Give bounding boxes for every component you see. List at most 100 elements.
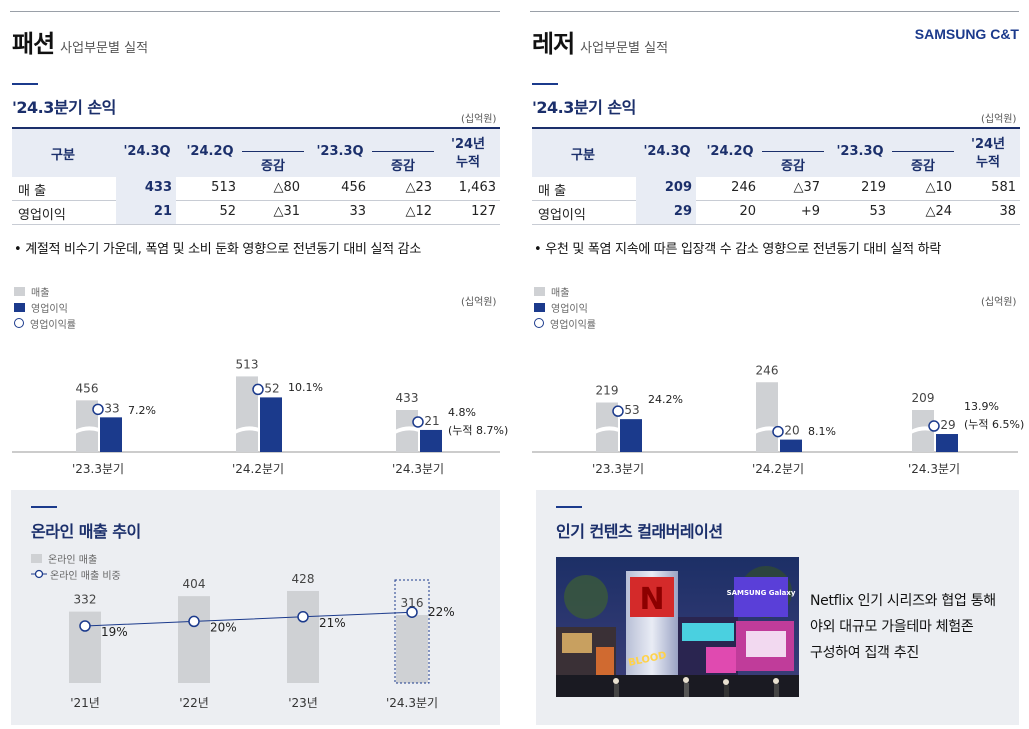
cell-q3-24: 29 xyxy=(673,204,692,219)
cell-q3-23: 33 xyxy=(349,204,366,219)
header-change2: 증감 xyxy=(911,159,935,174)
margin-marker xyxy=(412,416,424,428)
header-q3-23: '23.3Q xyxy=(836,144,884,159)
op-bar xyxy=(420,429,442,452)
header-category: 구분 xyxy=(51,148,75,163)
cell-q3-23: 219 xyxy=(861,180,886,195)
cell-ytd: 38 xyxy=(999,204,1016,219)
header-q3-23: '23.3Q xyxy=(316,144,364,159)
legend-label: 영업이익 xyxy=(31,303,68,315)
leisure-section1-title: '24.3분기 손익 xyxy=(532,98,636,117)
margin-label: 4.8% xyxy=(448,406,476,419)
highlight-cell xyxy=(116,200,176,224)
online-legend: 온라인 매출 온라인 매출 비중 xyxy=(31,550,121,582)
leisure-table: 구분 '24.3Q '24.2Q 증감 '23.3Q 증감 '24년 누적 매 … xyxy=(532,127,1020,225)
sign-n: N xyxy=(639,582,664,617)
op-label: 29 xyxy=(940,418,955,432)
online-sales-chart: 332 '21년 404 '22년 428 '23년 316 '24.3분기 19% 20% 21%… xyxy=(69,572,455,710)
online-sales-bar xyxy=(287,590,319,683)
legend-label: 영업이익률 xyxy=(550,319,596,331)
caption-line: Netflix 인기 시리즈와 협업 통해 xyxy=(810,593,996,609)
sales-label: 433 xyxy=(396,391,419,405)
op-bar xyxy=(780,439,802,452)
online-sales-label: 332 xyxy=(74,593,97,607)
collab-panel: 인기 컨텐츠 컬래버레이션 N SAMSUNG xyxy=(536,490,1019,725)
sales-label: 219 xyxy=(596,384,619,398)
fashion-table-unit: (십억원) xyxy=(461,114,497,125)
margin-label: 24.2% xyxy=(648,393,683,406)
fashion-section1-mark xyxy=(12,83,38,85)
collab-section-title: 인기 컨텐츠 컬래버레이션 xyxy=(556,522,723,541)
op-bar xyxy=(260,397,282,452)
leisure-chart-unit: (십억원) xyxy=(981,297,1017,308)
header-rule xyxy=(372,151,434,152)
header-ytd: '24년 xyxy=(450,137,486,152)
leisure-table-unit: (십억원) xyxy=(981,114,1017,125)
fashion-chart-legend: 매출 영업이익 영업이익률 xyxy=(14,283,76,331)
online-section-mark xyxy=(31,506,57,508)
collab-caption: Netflix 인기 시리즈와 협업 통해 야외 대규모 가을테마 체험존 구성… xyxy=(810,588,996,666)
cell-q3-23: 456 xyxy=(341,180,366,195)
legend-label: 매출 xyxy=(31,287,50,299)
leisure-page-title: 레저 사업부문별 실적 xyxy=(532,24,668,59)
highlight-cell xyxy=(636,200,696,224)
header-rule xyxy=(762,151,824,152)
cell-ytd: 581 xyxy=(991,180,1016,195)
op-bar xyxy=(100,417,122,452)
margin-marker xyxy=(252,383,264,396)
sales-bar xyxy=(236,376,258,452)
header-change2: 증감 xyxy=(391,159,415,174)
margin-label: 10.1% xyxy=(288,381,323,394)
cumulative-note: (누적 8.7%) xyxy=(448,424,508,437)
header-q3-24: '24.3Q xyxy=(643,144,691,159)
sales-label: 513 xyxy=(236,357,259,371)
table-row: 매 출 209 246 △37 219 △10 581 xyxy=(532,176,1020,201)
margin-marker xyxy=(928,420,940,432)
sales-label: 246 xyxy=(756,363,779,377)
margin-label: 7.2% xyxy=(128,404,156,417)
cell-ytd: 127 xyxy=(471,204,496,219)
header-q3-24: '24.3Q xyxy=(123,144,171,159)
category-label: '23.3분기 xyxy=(592,462,644,476)
legend-swatch xyxy=(534,286,545,296)
leisure-quarterly-chart: 219 53 24.2% '23.3분기 246 20 8.1% '24.2분기 209 29 13… xyxy=(532,363,1024,476)
margin-marker xyxy=(772,425,784,438)
table-header xyxy=(12,127,500,177)
category-label: '24.2분기 xyxy=(232,462,284,476)
brand-logo: SAMSUNG C&T xyxy=(914,26,1019,42)
legend-circle-icon xyxy=(14,318,24,328)
online-panel: 온라인 매출 추이 온라인 매출 온라인 매출 비중 332 '21년 404 '22… xyxy=(11,490,500,725)
cell-q3-24: 21 xyxy=(153,204,172,219)
collab-photo: N SAMSUNG Galaxy BLOOD xyxy=(556,557,799,697)
header-rule xyxy=(242,151,304,152)
category-label: '24.3분기 xyxy=(908,462,960,476)
share-marker xyxy=(297,611,309,623)
sales-bar xyxy=(756,382,778,452)
fashion-quarterly-chart: 456 33 7.2% '23.3분기 513 52 10.1% '24.2분기 433 21 4.… xyxy=(12,357,508,476)
row-label: 영업이익 xyxy=(18,208,66,223)
category-label: '22년 xyxy=(179,696,209,710)
online-sales-bar xyxy=(396,615,428,683)
legend-item: 온라인 매출 비중 xyxy=(31,566,121,582)
legend-item: 온라인 매출 xyxy=(31,550,121,566)
fashion-page-title: 패션 사업부문별 실적 xyxy=(12,24,148,59)
row-label: 매 출 xyxy=(538,184,567,199)
header-q2-24: '24.2Q xyxy=(186,144,234,159)
share-label: 22% xyxy=(428,605,455,619)
legend-item: 영업이익률 xyxy=(14,315,76,331)
op-bar xyxy=(936,434,958,452)
cell-change1: +9 xyxy=(800,204,820,219)
cell-q2-24: 513 xyxy=(211,180,236,195)
op-label: 21 xyxy=(424,414,439,428)
sales-label: 209 xyxy=(912,391,935,405)
category-label: '21년 xyxy=(70,696,100,710)
online-sales-label: 404 xyxy=(183,577,206,591)
fashion-title: 패션 xyxy=(12,30,55,58)
op-label: 20 xyxy=(784,424,799,438)
category-label: '24.3분기 xyxy=(386,696,438,710)
share-label: 21% xyxy=(319,616,346,630)
op-label: 53 xyxy=(624,403,639,417)
fashion-chart-unit: (십억원) xyxy=(461,297,497,308)
margin-marker xyxy=(92,403,104,416)
legend-swatch xyxy=(14,286,25,296)
